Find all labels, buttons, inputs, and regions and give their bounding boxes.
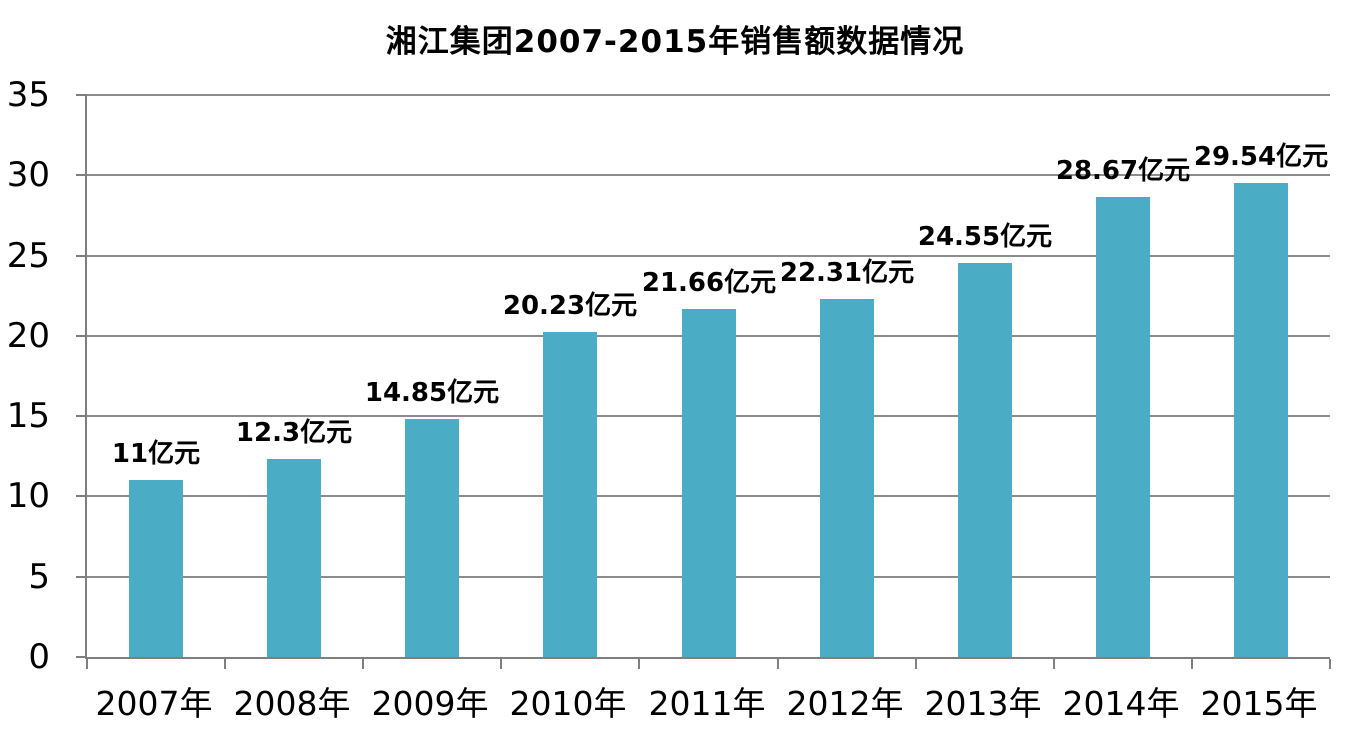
y-axis-tick-label: 35	[6, 75, 50, 115]
y-axis-tick	[76, 94, 87, 96]
y-axis-tick-label: 20	[6, 315, 50, 356]
x-axis: 2007年 2008年 2009年 2010年 2011年 2012年 2013年 2014年…	[85, 672, 1328, 723]
bar-2011年	[682, 309, 736, 657]
data-label-2015年: 29.54亿元	[1193, 142, 1329, 172]
y-axis: 0 5 10 15 20 25 30 35	[0, 78, 76, 674]
chart-title: 湘江集团2007-2015年销售额数据情况	[385, 24, 965, 60]
x-axis-tick-label: 2010年	[509, 684, 627, 723]
data-label-2014年: 28.67亿元	[1055, 156, 1191, 186]
x-axis-tick	[915, 659, 917, 669]
data-label-2012年: 22.31亿元	[779, 258, 915, 288]
x-axis-tick-label: 2009年	[371, 684, 489, 723]
x-axis-tick-label: 2015年	[1200, 684, 1318, 723]
x-axis-tick-label: 2013年	[924, 684, 1042, 723]
y-axis-tick-label: 15	[6, 396, 50, 437]
x-axis-tick	[1191, 659, 1193, 669]
y-axis-tick-label: 25	[6, 235, 50, 276]
y-axis-tick-label: 30	[6, 155, 50, 196]
x-axis-tick-label: 2007年	[95, 684, 213, 723]
bar-2007年	[129, 480, 183, 657]
x-axis-tick	[86, 659, 88, 669]
x-axis-tick-label: 2011年	[648, 684, 766, 723]
y-axis-tick-label: 10	[6, 476, 50, 517]
data-label-2009年: 14.85亿元	[364, 378, 500, 408]
x-axis-tick	[1329, 659, 1331, 669]
x-axis-tick	[1053, 659, 1055, 669]
y-axis-tick	[76, 254, 87, 257]
data-label-2011年: 21.66亿元	[641, 268, 777, 298]
y-axis-tick	[76, 334, 87, 337]
y-axis-tick	[76, 656, 87, 658]
y-axis-tick-label: 0	[28, 637, 50, 677]
x-axis-tick	[638, 659, 640, 669]
bar-2008年	[267, 459, 321, 657]
bar-2013年	[958, 263, 1012, 657]
x-axis-tick-label: 2012年	[786, 684, 904, 723]
data-label-2008年: 12.3亿元	[235, 418, 353, 448]
gridline	[87, 254, 1330, 257]
x-axis-tick-label: 2008年	[233, 684, 351, 723]
y-axis-tick	[76, 495, 87, 498]
gridline	[87, 94, 1330, 96]
data-label-2007年: 11亿元	[111, 439, 201, 469]
bar-2015年	[1234, 183, 1288, 657]
data-label-2013年: 24.55亿元	[917, 222, 1053, 252]
y-axis-tick	[76, 174, 87, 177]
plot-area: 11亿元 12.3亿元 14.85亿元 20.23亿元 21.66亿元 22.31亿元 24…	[76, 94, 1331, 669]
x-axis-tick-label: 2014年	[1062, 684, 1180, 723]
bar-2014年	[1096, 197, 1150, 657]
x-axis-tick	[362, 659, 364, 669]
bar-2009年	[405, 419, 459, 657]
y-axis-tick	[76, 575, 87, 578]
x-axis-tick	[224, 659, 226, 669]
data-label-2010年: 20.23亿元	[502, 291, 638, 321]
x-axis-tick	[500, 659, 502, 669]
x-axis-tick	[777, 659, 779, 669]
y-axis-tick	[76, 415, 87, 418]
bar-2010年	[543, 332, 597, 657]
bar-2012年	[820, 299, 874, 657]
gridline	[87, 174, 1330, 177]
y-axis-tick-label: 5	[28, 556, 50, 597]
